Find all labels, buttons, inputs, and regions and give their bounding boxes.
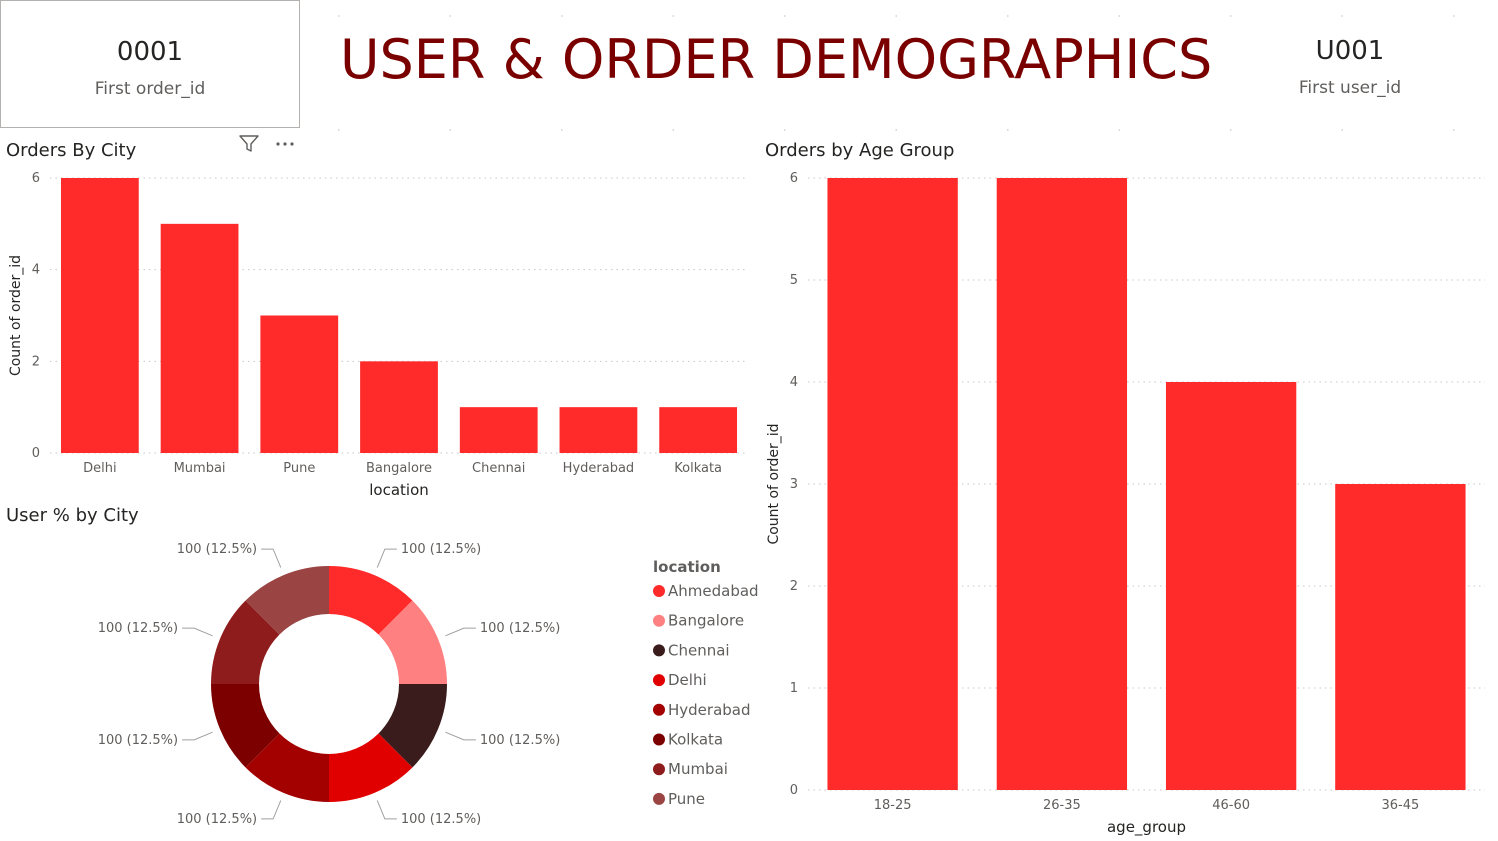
leader-line: [261, 800, 282, 820]
y-axis-title: Count of order_id: [766, 423, 782, 544]
y-axis-title: Count of order_id: [8, 255, 24, 376]
x-tick-label: 26-35: [1043, 798, 1081, 813]
page-title: USER & ORDER DEMOGRAPHICS: [340, 28, 1213, 91]
donut-slice[interactable]: [245, 566, 329, 635]
leader-line: [182, 731, 213, 741]
data-label: 100 (12.5%): [177, 542, 257, 557]
data-label: 100 (12.5%): [480, 733, 560, 748]
orders-by-age-chart[interactable]: 0 1 2 3 4 5 6 18-25 26-35 46-60 36-45 age_group Coun…: [760, 165, 1498, 841]
chart-title-user-pct-by-city: User % by City: [6, 505, 139, 526]
data-label: 100 (12.5%): [480, 621, 560, 636]
legend-item[interactable]: Hyderabad: [668, 701, 751, 719]
x-tick-label: Bangalore: [366, 461, 432, 476]
bar[interactable]: [1335, 484, 1466, 790]
y-tick-label: 0: [790, 783, 798, 798]
x-tick-label: 36-45: [1381, 798, 1419, 813]
legend-item[interactable]: Ahmedabad: [668, 582, 759, 600]
legend-marker[interactable]: [653, 733, 665, 746]
y-tick-label: 1: [790, 681, 798, 696]
bar[interactable]: [60, 178, 139, 453]
legend-marker[interactable]: [653, 644, 665, 657]
x-tick-label: Delhi: [83, 461, 116, 476]
donut-slice[interactable]: [211, 684, 280, 768]
donut-slice[interactable]: [329, 733, 413, 802]
leader-line: [376, 800, 397, 820]
bar[interactable]: [459, 407, 538, 453]
legend-item[interactable]: Kolkata: [668, 731, 723, 749]
y-tick-label: 0: [32, 446, 40, 461]
donut-slice[interactable]: [378, 684, 447, 768]
kpi-label: First user_id: [1298, 78, 1402, 98]
legend-marker[interactable]: [653, 614, 665, 627]
bar[interactable]: [559, 407, 638, 453]
data-label: 100 (12.5%): [177, 812, 257, 827]
donut-slice[interactable]: [378, 600, 447, 684]
legend-marker[interactable]: [653, 703, 665, 716]
leader-line: [445, 627, 476, 637]
y-tick-label: 2: [32, 354, 40, 369]
y-tick-label: 4: [32, 263, 40, 278]
legend-marker[interactable]: [653, 585, 665, 597]
data-label: 100 (12.5%): [401, 542, 481, 557]
x-tick-label: 18-25: [874, 798, 912, 813]
legend-item[interactable]: Chennai: [668, 641, 730, 659]
legend-marker[interactable]: [653, 763, 665, 776]
more-options-icon[interactable]: [274, 134, 296, 158]
kpi-card-first-order[interactable]: 0001 First order_id: [0, 0, 300, 128]
x-axis-title: location: [369, 481, 429, 499]
bar[interactable]: [260, 315, 339, 454]
chart-title-orders-by-age: Orders by Age Group: [765, 140, 955, 161]
bar[interactable]: [360, 361, 438, 453]
bar[interactable]: [996, 178, 1128, 790]
donut-slice[interactable]: [329, 566, 413, 635]
orders-by-city-chart[interactable]: 0 2 4 6 Delhi Mumbai Pune Bangalore Chennai Hyder…: [0, 165, 760, 505]
bar[interactable]: [659, 407, 738, 453]
legend-marker[interactable]: [653, 792, 665, 805]
leader-line: [182, 627, 213, 637]
legend-item[interactable]: Delhi: [668, 671, 707, 689]
x-tick-label: Mumbai: [174, 461, 226, 476]
data-label: 100 (12.5%): [401, 812, 481, 827]
leader-line: [376, 548, 397, 568]
leader-line: [445, 731, 476, 741]
kpi-value: U001: [1315, 36, 1385, 66]
legend-title: location: [653, 558, 721, 576]
bar[interactable]: [160, 223, 239, 453]
kpi-card-first-user[interactable]: U001 First user_id: [1200, 0, 1498, 128]
bar[interactable]: [827, 178, 958, 790]
x-tick-label: Hyderabad: [563, 461, 635, 476]
y-tick-label: 5: [790, 273, 798, 288]
x-tick-label: Chennai: [472, 461, 525, 476]
x-tick-label: Kolkata: [674, 461, 722, 476]
kpi-label: First order_id: [94, 79, 206, 99]
data-label: 100 (12.5%): [98, 733, 178, 748]
bar[interactable]: [1165, 382, 1297, 790]
x-tick-label: 46-60: [1212, 798, 1250, 813]
kpi-value: 0001: [116, 37, 184, 67]
chart-title-orders-by-city: Orders By City: [6, 140, 137, 161]
y-tick-label: 2: [790, 579, 798, 594]
legend-item[interactable]: Bangalore: [668, 612, 744, 630]
y-tick-label: 6: [790, 171, 798, 186]
donut-slice[interactable]: [245, 733, 329, 802]
legend-marker[interactable]: [653, 674, 665, 687]
data-label: 100 (12.5%): [98, 621, 178, 636]
x-axis-title: age_group: [1107, 818, 1186, 837]
x-tick-label: Pune: [283, 461, 315, 476]
filter-icon[interactable]: [238, 134, 260, 158]
visual-header-icons: [238, 134, 296, 158]
legend-item[interactable]: Pune: [668, 790, 705, 808]
leader-line: [261, 548, 282, 568]
donut-slice[interactable]: [211, 600, 280, 684]
y-tick-label: 3: [790, 477, 798, 492]
legend-item[interactable]: Mumbai: [668, 760, 728, 778]
user-pct-by-city-donut[interactable]: 100 (12.5%) 100 (12.5%) 100 (12.5%) 100 (12…: [0, 530, 760, 841]
y-tick-label: 4: [790, 375, 798, 390]
y-tick-label: 6: [32, 171, 40, 186]
